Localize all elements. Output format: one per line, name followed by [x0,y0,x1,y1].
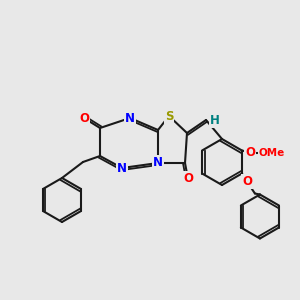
Text: S: S [165,110,173,122]
Text: OMe: OMe [259,148,285,158]
Text: O: O [183,172,193,185]
Text: H: H [210,113,220,127]
Text: N: N [153,157,163,169]
Text: O: O [242,175,252,188]
Text: O: O [245,146,255,159]
Text: O: O [79,112,89,124]
Text: N: N [117,161,127,175]
Text: N: N [125,112,135,124]
